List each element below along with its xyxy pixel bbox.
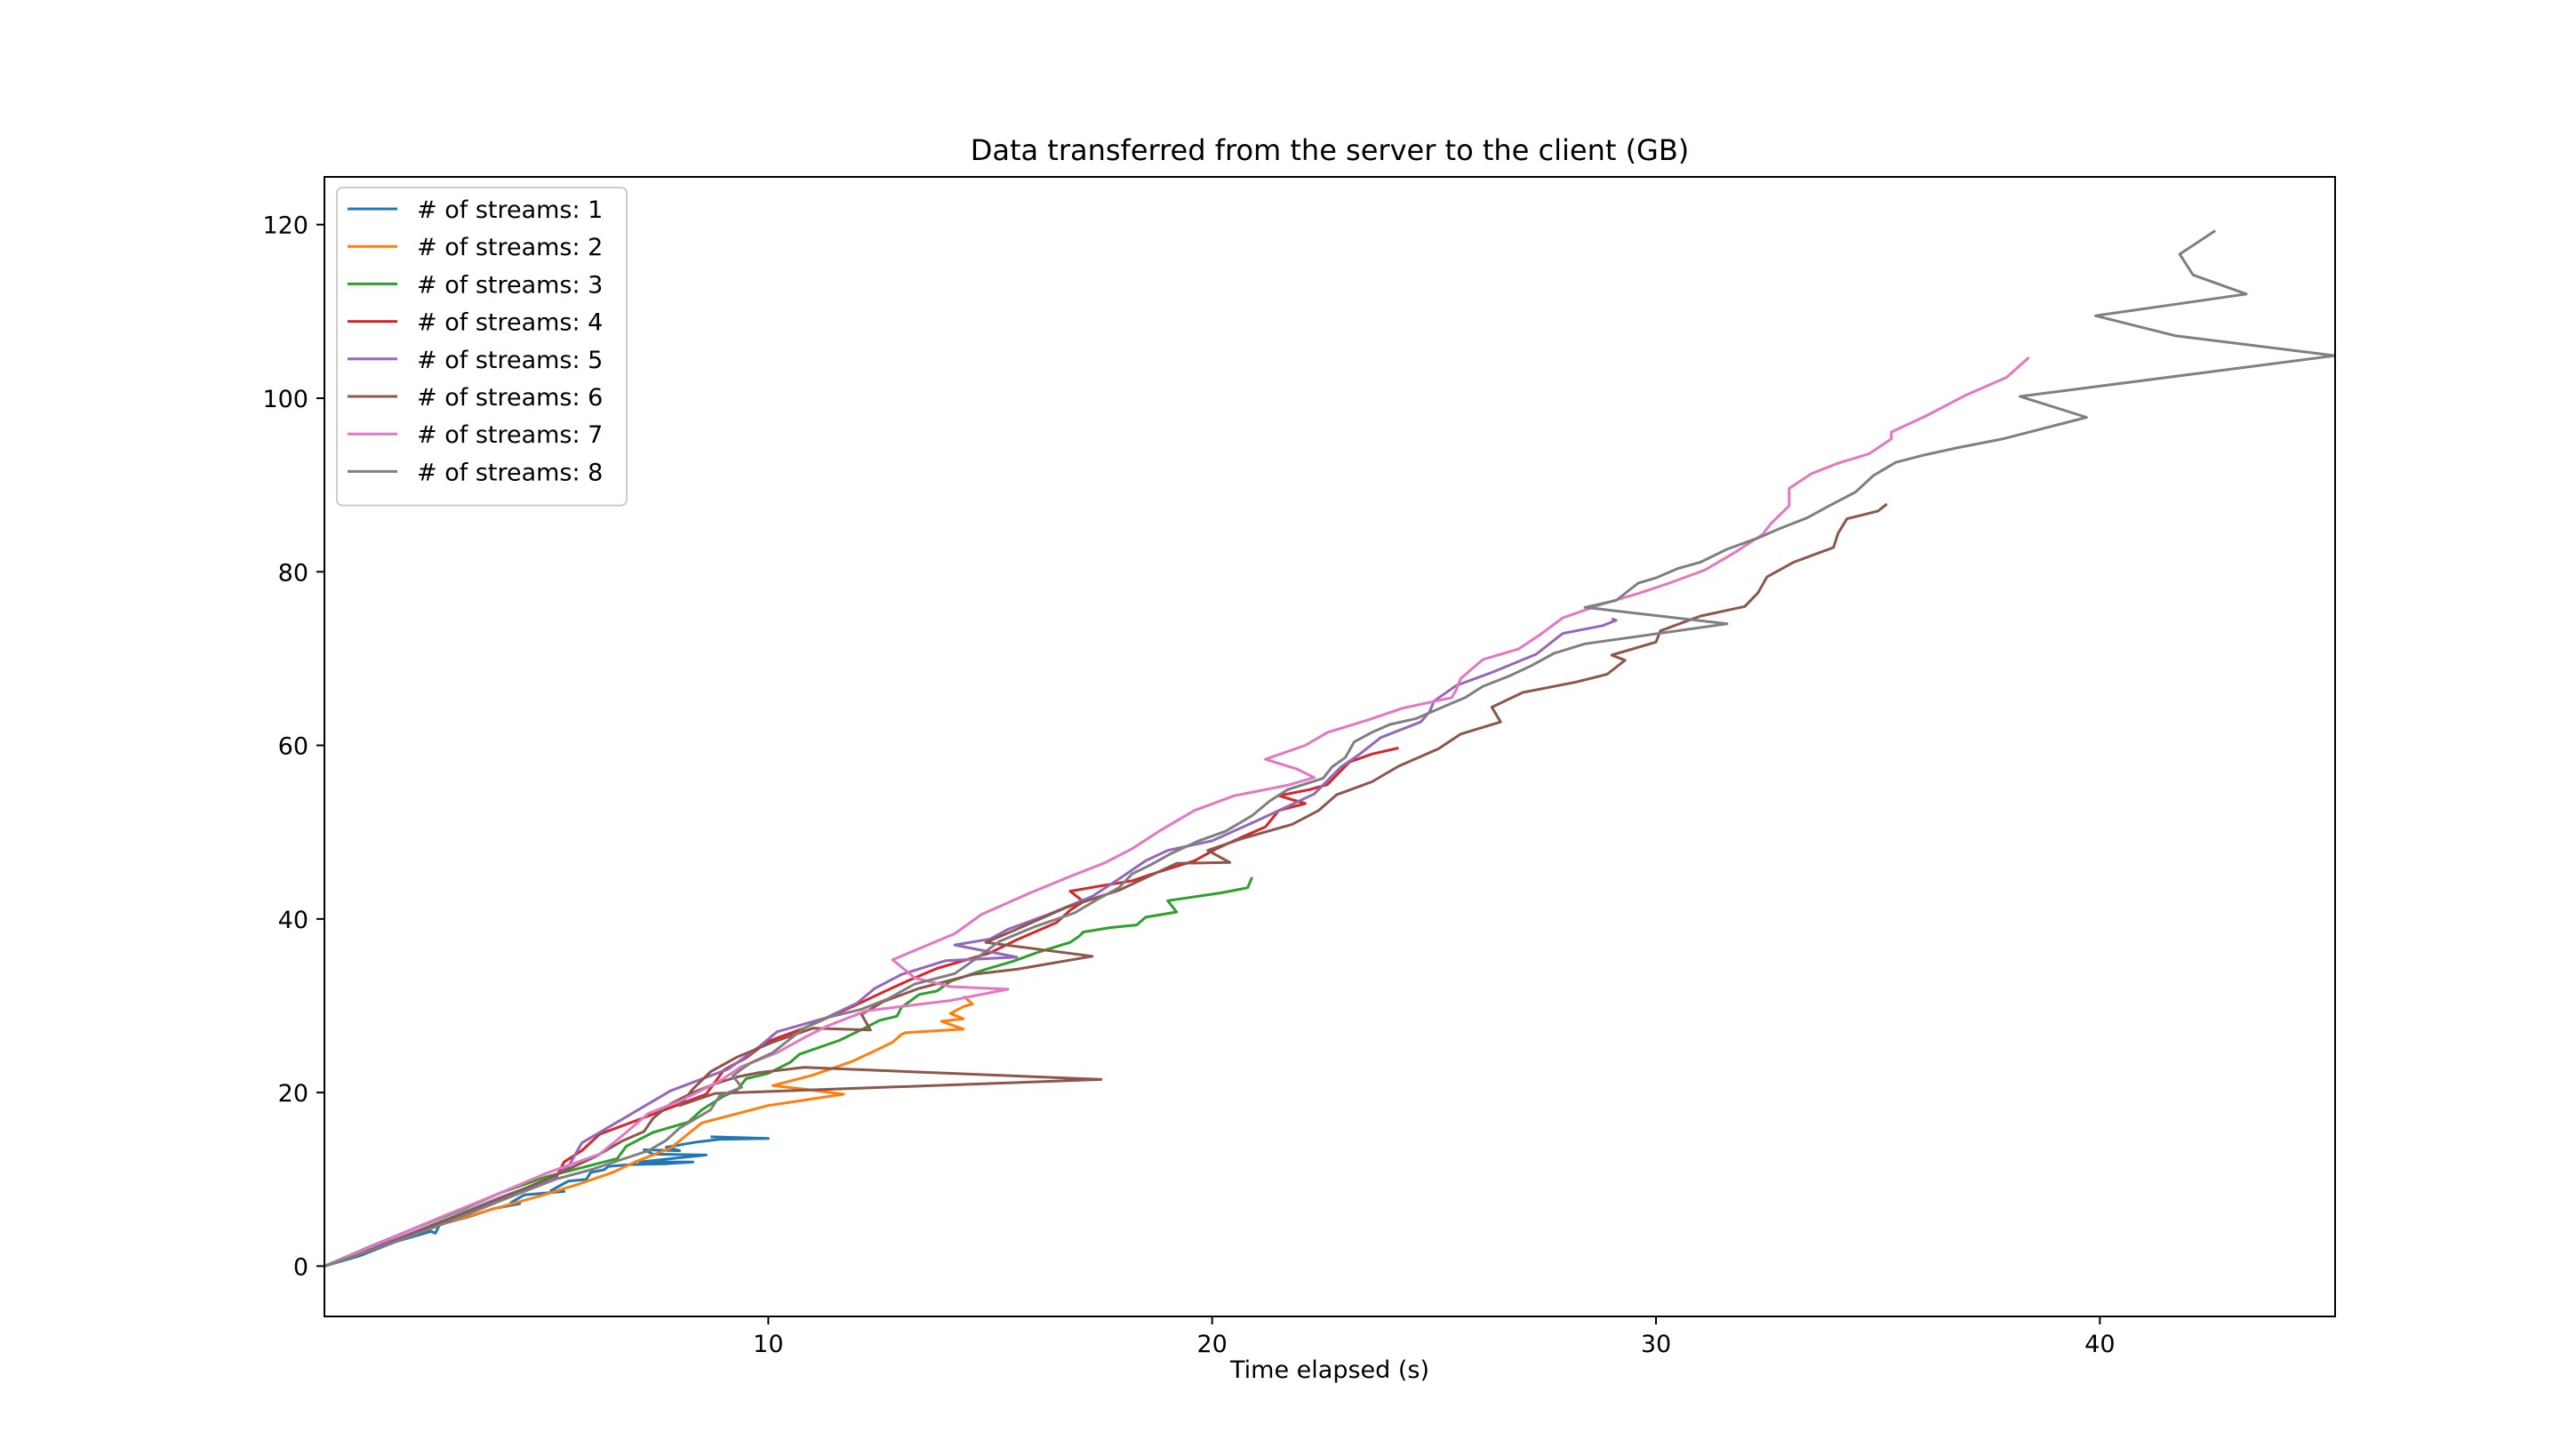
y-tick-label: 0 [293, 1253, 308, 1281]
legend: # of streams: 1 # of streams: 2 # of strea… [336, 187, 628, 507]
legend-label-1: # of streams: 1 [417, 196, 603, 224]
x-tick-label: 10 [753, 1331, 783, 1358]
y-axis-ticks: 0 20 40 60 80 100 120 [262, 212, 324, 1281]
series-line-4 [324, 747, 1399, 1268]
plot-frame [324, 176, 2336, 1317]
chart-title: Data transferred from the server to the … [971, 133, 1690, 167]
legend-label-8: # of streams: 8 [417, 459, 603, 486]
y-tick-label: 100 [262, 386, 308, 413]
series-line-8 [324, 229, 2335, 1268]
legend-label-7: # of streams: 7 [417, 421, 603, 449]
plot-area [324, 229, 2335, 1268]
legend-label-2: # of streams: 2 [417, 234, 603, 261]
y-tick-label: 40 [278, 907, 308, 934]
legend-box [336, 187, 628, 507]
series-lines [324, 229, 2335, 1268]
series-line-3 [324, 876, 1253, 1268]
legend-label-3: # of streams: 3 [417, 271, 603, 299]
x-tick-label: 40 [2084, 1331, 2115, 1358]
x-tick-label: 30 [1641, 1331, 1671, 1358]
legend-label-6: # of streams: 6 [417, 384, 603, 412]
series-line-2 [324, 995, 974, 1268]
legend-label-5: # of streams: 5 [417, 347, 603, 374]
x-tick-label: 20 [1196, 1331, 1227, 1358]
y-tick-label: 20 [278, 1080, 308, 1108]
y-tick-label: 120 [262, 212, 308, 240]
x-axis-label: Time elapsed (s) [1229, 1356, 1429, 1384]
y-tick-label: 60 [278, 733, 308, 761]
legend-label-4: # of streams: 4 [417, 309, 603, 337]
y-tick-label: 80 [278, 559, 308, 587]
x-axis-ticks: 10 20 30 40 [753, 1316, 2116, 1358]
